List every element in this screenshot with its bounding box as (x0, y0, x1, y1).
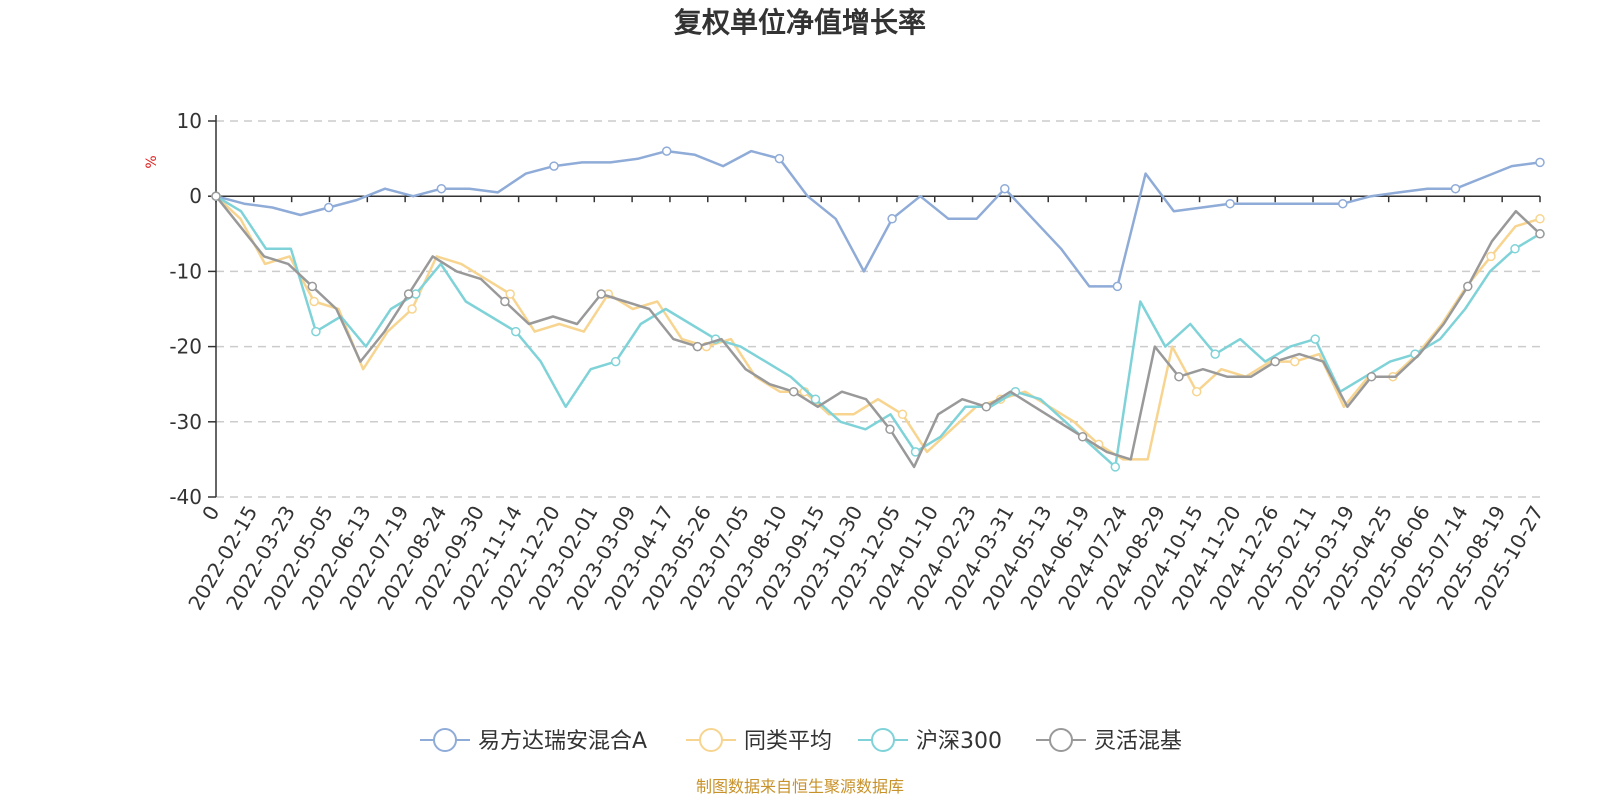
series-1-point (309, 296, 319, 307)
series-0-point (887, 214, 897, 224)
chart-title: 复权单位净值增长率 (674, 6, 926, 39)
series-0-point (436, 183, 447, 194)
legend-marker (871, 728, 895, 752)
series-3-point (981, 402, 992, 412)
y-tick-label: 10 (177, 109, 202, 133)
legend-marker (433, 728, 457, 752)
series-0-point (661, 146, 672, 156)
series-2-point (810, 394, 821, 404)
y-tick-label: 0 (189, 184, 202, 208)
series-2-point (511, 326, 521, 337)
y-tick-label: -20 (169, 335, 202, 359)
series-1-point (1191, 386, 1202, 397)
series-3-point (500, 296, 510, 307)
series-3-point (788, 386, 799, 397)
series-line-1 (215, 195, 1541, 461)
axes (215, 115, 1541, 497)
series-2-point (1110, 462, 1121, 472)
series-1-point (1290, 356, 1300, 367)
series-2-point (1510, 244, 1520, 254)
legend[interactable]: 易方达瑞安混合A 同类平均 沪深300 灵活混基 (420, 728, 1182, 754)
legend-label: 沪深300 (916, 729, 1002, 754)
series-2-point (610, 356, 621, 367)
series-2-point (1310, 334, 1320, 344)
y-axis-unit: % (144, 155, 160, 168)
series-3-point (1270, 356, 1280, 367)
y-tick-labels: 10 0 -10 -20 -30 -40 (169, 109, 202, 509)
legend-marker (699, 728, 723, 752)
legend-label: 灵活混基 (1094, 729, 1182, 754)
series-0-point (1000, 183, 1010, 194)
series-1-point (1486, 251, 1496, 262)
series-0-point (1225, 198, 1235, 209)
series-0-point (549, 161, 559, 171)
series-3-point (403, 289, 414, 299)
series-3-point (1174, 371, 1184, 382)
series-3-point (885, 424, 895, 435)
series-2-point (1210, 349, 1220, 359)
series-1-point (897, 409, 908, 420)
y-tick-label: -30 (169, 410, 202, 434)
series-0-point (1535, 157, 1545, 168)
y-tick-label: -10 (169, 259, 202, 283)
series-3-point (211, 191, 221, 201)
source-note: 制图数据来自恒生聚源数据库 (696, 777, 904, 796)
series-line-2 (215, 195, 1541, 469)
series-2-point (311, 326, 321, 337)
series-3-point (596, 289, 606, 299)
series-0-point (1450, 183, 1461, 194)
series-line-3 (215, 195, 1541, 469)
series-1-point (407, 304, 417, 314)
series-1-point (1535, 214, 1545, 224)
series-line-0 (215, 149, 1541, 288)
series-0-point (1338, 198, 1348, 209)
series-1-point (505, 289, 515, 299)
y-tick-label: -40 (169, 485, 202, 509)
series-3-point (1077, 432, 1088, 442)
series-3-point (692, 341, 703, 352)
x-tick-labels: 02022-02-152022-03-232022-05-052022-06-1… (183, 501, 1548, 614)
series-3-point (307, 281, 318, 292)
series-0-point (323, 202, 334, 213)
series-0-point (1112, 281, 1123, 292)
series-0-point (774, 153, 785, 164)
series-lines (211, 146, 1545, 472)
series-2-point (910, 447, 921, 457)
legend-label: 同类平均 (744, 729, 832, 754)
series-3-point (1535, 229, 1545, 239)
legend-label: 易方达瑞安混合A (478, 729, 647, 754)
series-3-point (1366, 371, 1377, 382)
x-tick-label: 0 (197, 502, 224, 525)
legend-marker (1049, 728, 1073, 752)
series-3-point (1463, 281, 1473, 292)
